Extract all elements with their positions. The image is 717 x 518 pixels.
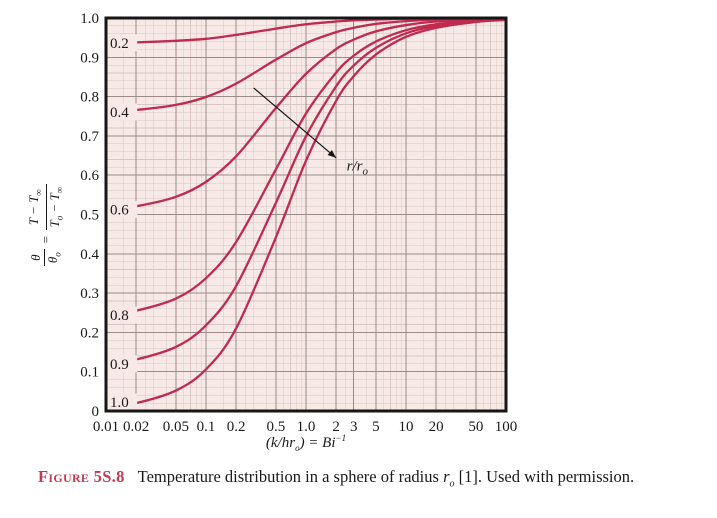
plot-border: [104, 16, 508, 413]
temperature-fraction: T − T∞ To − T∞: [26, 183, 65, 231]
x-tick-labels: 0.01 0.02 0.05 0.1 0.2 0.5 1.0 2 3 5 10 20 50 100: [93, 419, 517, 435]
y-axis-label: θ θo = T − T∞ To − T∞: [24, 115, 68, 335]
x-tick-10: 10: [399, 419, 414, 435]
theta-fraction: θ θo: [28, 249, 63, 267]
curve-label-box: [107, 393, 138, 411]
temperature-numerator: T − T∞: [26, 183, 47, 231]
x-tick-5: 5: [372, 419, 380, 435]
curve-label-0.6: 0.6: [110, 202, 129, 218]
curve-label-box: [107, 355, 138, 373]
y-tick-0: 0: [92, 404, 100, 420]
x-tick-0.2: 0.2: [227, 419, 246, 435]
curve-label-0.9: 0.9: [110, 357, 129, 373]
curve-label-box: [107, 103, 138, 121]
curve-label-0.8: 0.8: [110, 308, 129, 324]
y-tick-0.7: 0.7: [80, 129, 99, 145]
curve-label-box: [107, 34, 138, 52]
x-tick-0.01: 0.01: [93, 419, 119, 435]
y-tick-0.3: 0.3: [80, 286, 99, 302]
y-tick-0.1: 0.1: [80, 365, 99, 381]
curve-label-0.2: 0.2: [110, 36, 129, 52]
theta-denominator: θo: [44, 252, 63, 264]
x-tick-3: 3: [350, 419, 358, 435]
x-tick-20: 20: [429, 419, 444, 435]
figure-caption-label: Figure 5S.8: [38, 467, 125, 486]
y-tick-0.2: 0.2: [80, 325, 99, 341]
y-tick-0.9: 0.9: [80, 50, 99, 66]
y-tick-0.6: 0.6: [80, 168, 99, 184]
curve-label-1.0: 1.0: [110, 395, 129, 411]
curve-label-box: [107, 306, 138, 324]
x-tick-0.1: 0.1: [197, 419, 216, 435]
curve-label-box: [107, 200, 138, 218]
curve-0.4: [106, 18, 506, 114]
x-tick-100: 100: [495, 419, 518, 435]
y-tick-0.4: 0.4: [80, 247, 99, 263]
y-tick-1.0: 1.0: [80, 11, 99, 27]
direction-arrow: [253, 87, 337, 159]
curve-label-0.4: 0.4: [110, 105, 129, 121]
x-tick-2: 2: [332, 419, 340, 435]
theta-numerator: θ: [28, 249, 45, 267]
x-tick-0.05: 0.05: [163, 419, 189, 435]
x-tick-50: 50: [468, 419, 483, 435]
x-axis-title: (k/hro) = Bi−1: [265, 433, 347, 453]
y-tick-0.8: 0.8: [80, 90, 99, 106]
curve-labels: 0.2 0.4 0.6 0.8 0.9 1.0: [107, 34, 138, 411]
curves: [106, 18, 506, 409]
y-tick-labels: 0 0.1 0.2 0.3 0.4 0.5 0.6 0.7 0.8 0.9 1.0: [80, 11, 99, 420]
figure-caption: Figure 5S.8 Temperature distribution in a…: [38, 467, 708, 489]
curve-0.8: [106, 18, 506, 317]
curve-0.9: [106, 18, 506, 365]
curve-0.6: [106, 18, 506, 211]
temperature-denominator: To − T∞: [46, 186, 65, 228]
curve-1.0: [106, 18, 506, 409]
y-tick-0.5: 0.5: [80, 208, 99, 224]
equals-sign: =: [38, 235, 54, 245]
figure-caption-text: Temperature distribution in a sphere of …: [137, 467, 635, 490]
arrowhead-icon: [327, 149, 337, 158]
x-tick-0.5: 0.5: [267, 419, 286, 435]
x-tick-0.02: 0.02: [123, 419, 149, 435]
radius-symbol: ro: [443, 467, 455, 490]
x-tick-1.0: 1.0: [297, 419, 316, 435]
